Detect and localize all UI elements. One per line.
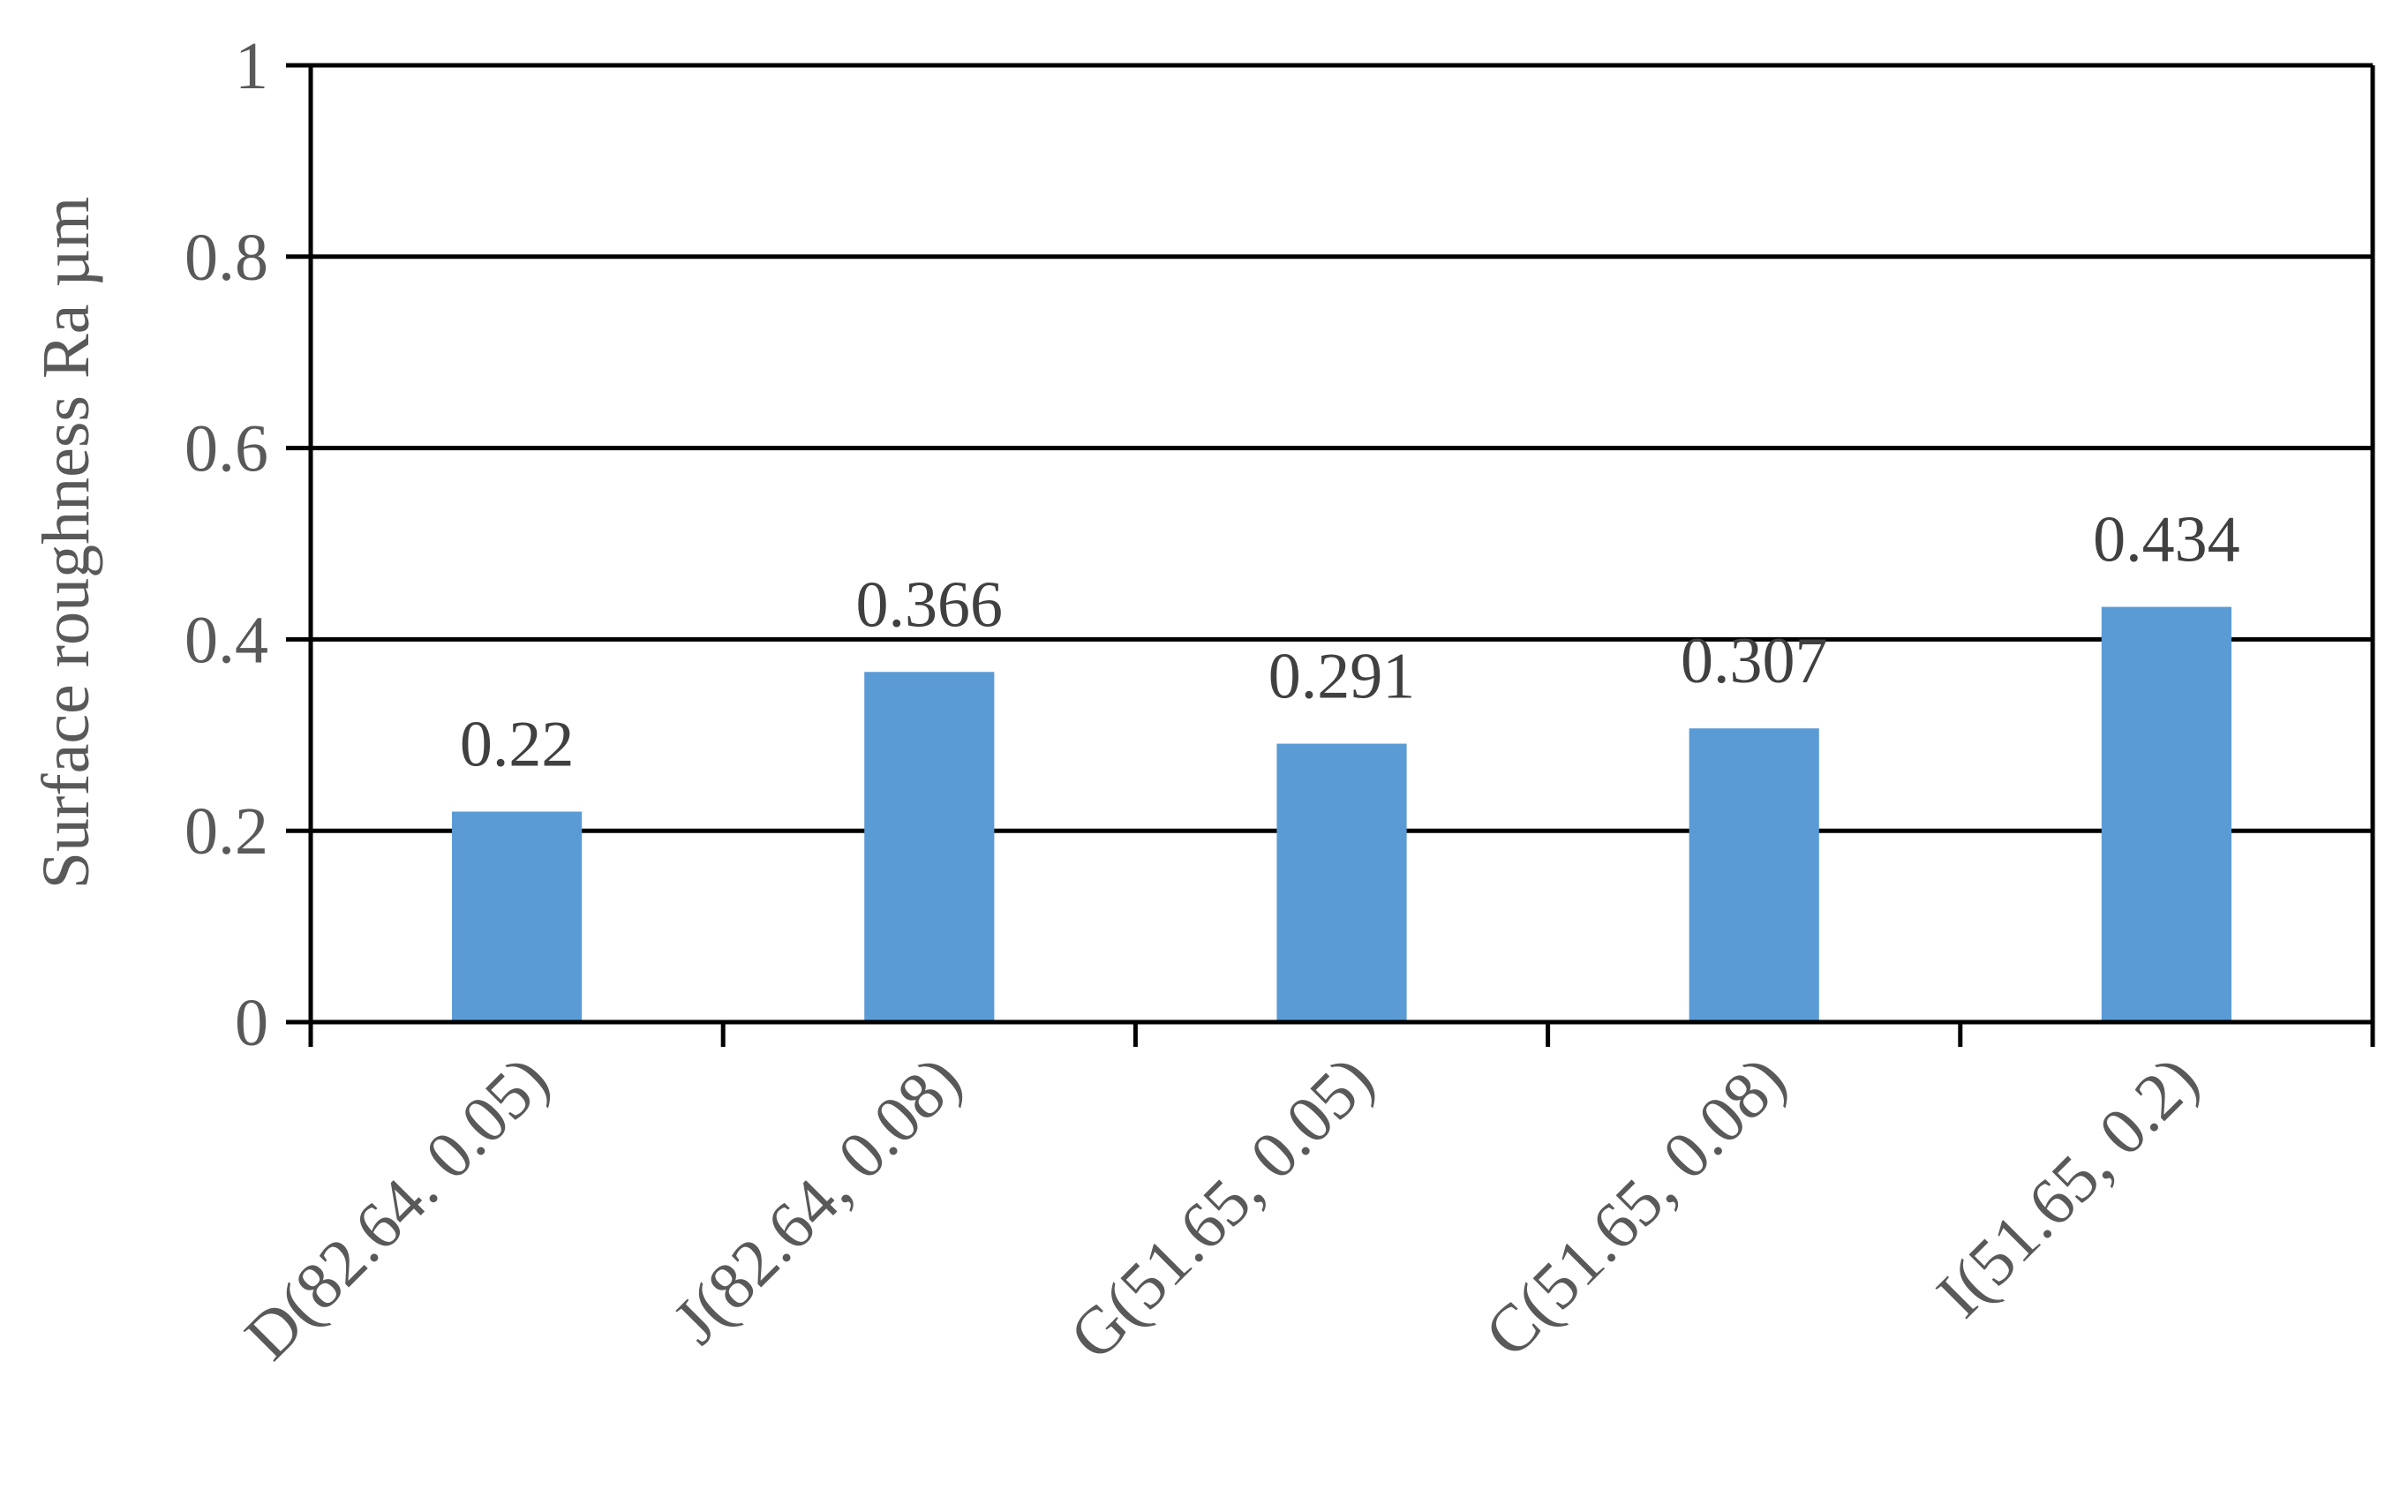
data-label: 0.22 (460, 709, 575, 781)
bars (452, 606, 2231, 1022)
data-label: 0.291 (1268, 641, 1416, 713)
labels: 0 0.2 0.4 0.6 0.8 1 0.22 D(82.64. 0.05) 0.366 J(8… (184, 29, 2240, 1373)
x-category-label: C(51.65, 0.08) (1471, 1042, 1800, 1372)
y-axis-title: Surface roughness Ra µm (29, 197, 103, 890)
x-category-label: D(82.64. 0.05) (231, 1042, 563, 1374)
data-label: 0.366 (856, 568, 1004, 641)
y-tick-label: 1 (235, 29, 268, 103)
x-category-label: G(51.65, 0.05) (1056, 1042, 1388, 1374)
grid-lines (311, 63, 2373, 833)
bar (2101, 606, 2231, 1022)
bar (1689, 728, 1819, 1022)
x-category-label: I(51.65, 0.2) (1923, 1042, 2212, 1332)
y-tick-label: 0.6 (184, 412, 268, 486)
bar (452, 811, 583, 1022)
x-category-label: J(82.64, 0.08) (659, 1042, 975, 1358)
y-tick-label: 0.4 (184, 603, 268, 677)
axes (286, 63, 2375, 1047)
bar (1276, 743, 1407, 1022)
y-tick-label: 0.2 (184, 794, 268, 869)
bar (864, 672, 995, 1022)
y-tick-label: 0.8 (184, 221, 268, 295)
data-label: 0.434 (2093, 504, 2240, 576)
y-tick-label: 0 (235, 986, 268, 1060)
data-label: 0.307 (1681, 625, 1828, 697)
